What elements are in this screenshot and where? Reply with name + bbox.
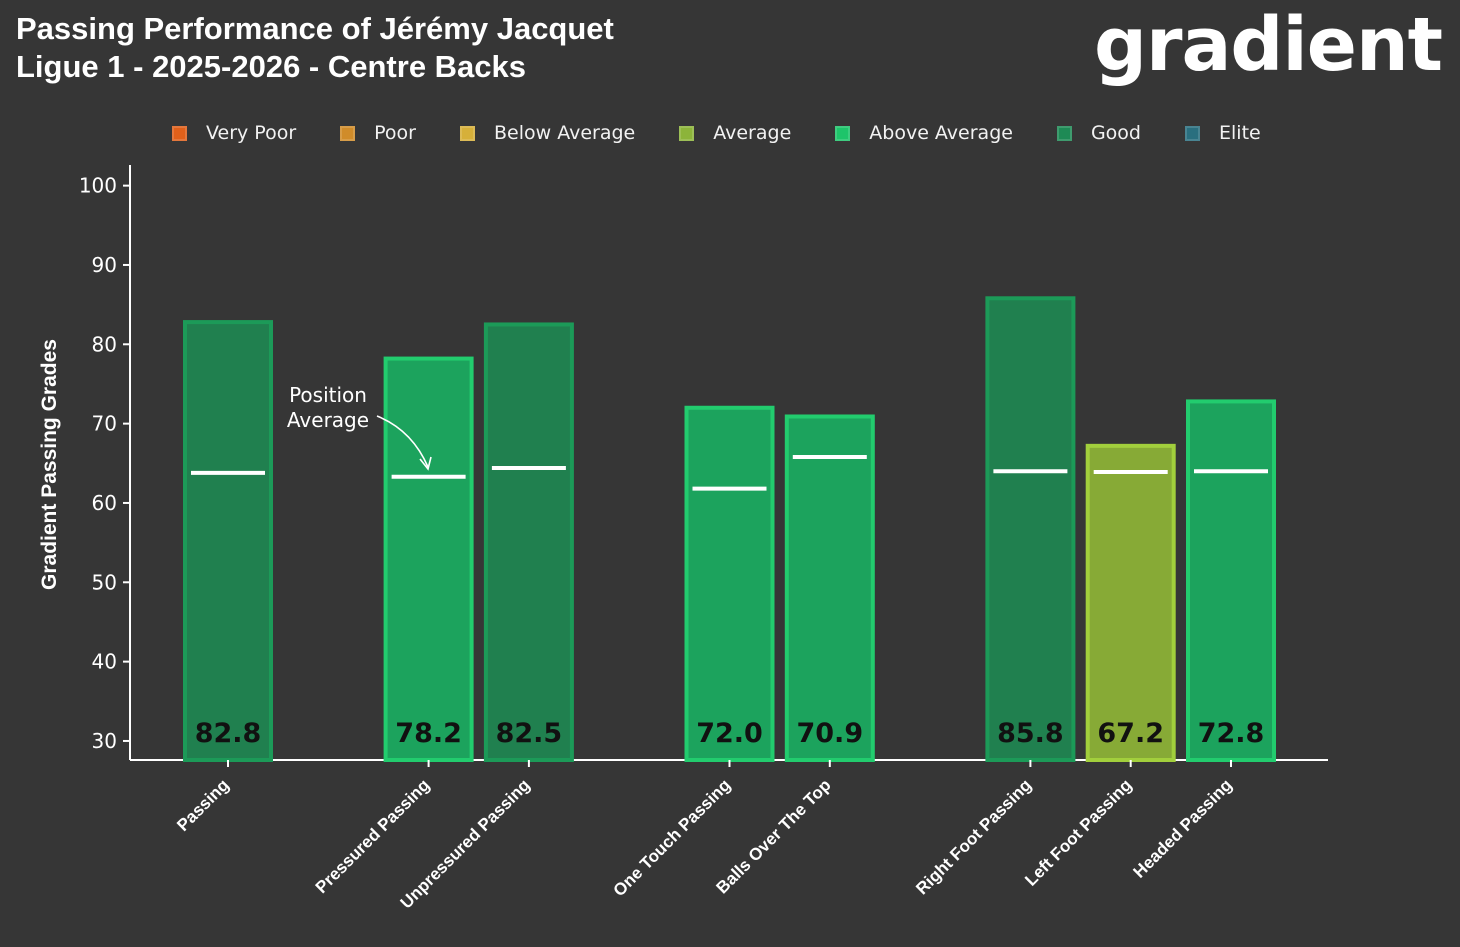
bar: [1085, 443, 1176, 762]
bar: [483, 322, 574, 762]
bar-value-label: 78.2: [395, 718, 462, 749]
x-tick-label: Pressured Passing: [312, 775, 434, 897]
bar-value-label: 67.2: [1097, 718, 1164, 749]
bar-value-label: 82.8: [195, 718, 262, 749]
bar-value-label: 70.9: [796, 718, 863, 749]
chart-title: Passing Performance of Jérémy Jacquet Li…: [16, 10, 614, 86]
y-tick-label: 70: [92, 412, 117, 436]
x-tick-label: Balls Over The Top: [713, 775, 835, 897]
legend-label: Elite: [1219, 122, 1261, 144]
legend-swatch: [1185, 125, 1200, 141]
annotation-text: Position: [289, 383, 367, 407]
legend-item: Below Average: [460, 122, 635, 144]
bar: [784, 414, 875, 762]
legend-swatch: [172, 125, 187, 141]
y-axis-label: Gradient Passing Grades: [38, 339, 61, 590]
y-tick-label: 30: [92, 729, 117, 753]
legend-item: Average: [679, 122, 791, 144]
legend-swatch: [1056, 125, 1072, 141]
y-tick-label: 60: [92, 491, 117, 515]
y-tick-label: 40: [92, 650, 117, 674]
legend-item: Good: [1056, 122, 1141, 144]
bar-value-label: 72.8: [1198, 718, 1265, 749]
legend-item: Poor: [340, 122, 416, 144]
bar: [985, 296, 1076, 762]
bar: [1186, 399, 1276, 762]
legend-label: Poor: [374, 122, 416, 144]
legend-item: Above Average: [835, 122, 1013, 144]
annotation-text: Average: [287, 408, 369, 432]
title-line-1: Passing Performance of Jérémy Jacquet: [16, 11, 614, 46]
x-tick-label: Right Foot Passing: [912, 775, 1035, 898]
y-tick-label: 90: [92, 253, 117, 277]
legend-label: Above Average: [869, 122, 1013, 144]
legend-item: Elite: [1185, 122, 1261, 144]
y-tick-label: 100: [79, 174, 117, 198]
legend-item: Very Poor: [172, 122, 296, 144]
bar-value-label: 72.0: [696, 718, 763, 749]
legend: Very Poor Poor Below Average Average Above A…: [172, 122, 1305, 144]
legend-swatch: [340, 125, 356, 141]
x-tick-label: Headed Passing: [1130, 775, 1236, 881]
annotation-arrow: [376, 415, 429, 468]
legend-swatch: [679, 125, 695, 141]
legend-label: Very Poor: [206, 122, 297, 144]
bar-value-label: 82.5: [496, 718, 563, 749]
bar: [183, 320, 273, 762]
x-tick-label: Left Foot Passing: [1021, 775, 1135, 889]
legend-label: Average: [713, 122, 792, 144]
legend-swatch: [835, 125, 851, 141]
y-tick-label: 50: [92, 570, 117, 594]
legend-label: Good: [1090, 122, 1141, 144]
legend-swatch: [460, 125, 475, 141]
bar-value-label: 85.8: [997, 718, 1064, 749]
y-tick-label: 80: [92, 332, 117, 356]
x-tick-label: Passing: [173, 775, 233, 835]
gradient-logo: gradient: [1094, 2, 1443, 88]
bar: [684, 405, 775, 762]
bar: [383, 356, 474, 762]
legend-label: Below Average: [494, 122, 636, 144]
title-line-2: Ligue 1 - 2025-2026 - Centre Backs: [16, 49, 527, 84]
annotation-arrowhead: [419, 456, 432, 471]
